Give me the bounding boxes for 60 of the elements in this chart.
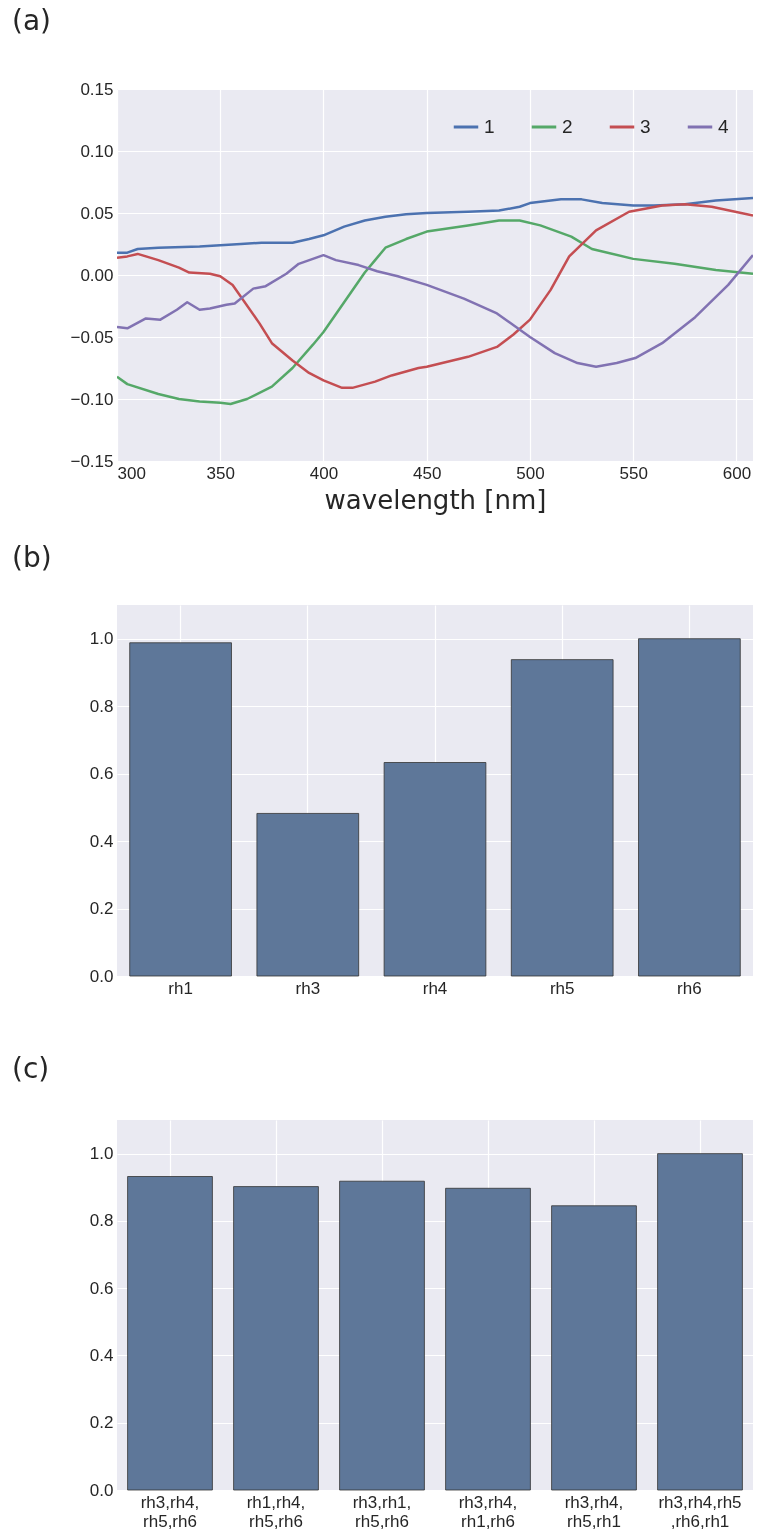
- x-tick-label: 350: [206, 463, 235, 483]
- bar: [657, 1153, 743, 1491]
- chart-title: (b): [12, 541, 52, 575]
- x-tick-label: 450: [413, 463, 442, 483]
- y-tick-label: 0.2: [89, 1413, 114, 1433]
- x-tick-label: rh3: [295, 978, 321, 998]
- legend-label: 3: [640, 116, 651, 137]
- bar: [233, 1186, 319, 1491]
- line-series: [117, 253, 753, 369]
- x-tick-label: 600: [722, 463, 752, 483]
- line-series: [117, 203, 753, 390]
- x-tick-label: rh4: [422, 978, 448, 998]
- x-tick-label: rh5: [549, 978, 575, 998]
- y-tick-label: 0.8: [89, 1211, 114, 1231]
- x-tick-label: rh3,rh4, rh5,rh1: [564, 1492, 624, 1531]
- y-tick-label: −0.10: [70, 389, 114, 409]
- x-tick-label: 550: [619, 463, 648, 483]
- bar: [551, 1205, 637, 1491]
- bar: [510, 659, 614, 977]
- y-tick-label: 0.05: [80, 203, 114, 223]
- y-tick-label: 1.0: [89, 1144, 114, 1164]
- y-tick-label: 1.0: [89, 629, 114, 649]
- x-tick-label: rh3,rh4, rh5,rh6: [140, 1492, 200, 1531]
- y-tick-label: 0.15: [80, 79, 114, 99]
- y-tick-label: 0.6: [89, 1278, 114, 1298]
- bar: [638, 638, 741, 977]
- y-tick-label: 0.0: [89, 966, 114, 986]
- bar: [256, 813, 360, 977]
- x-tick-label: rh1,rh4, rh5,rh6: [246, 1492, 306, 1531]
- bar: [383, 762, 487, 977]
- y-tick-label: 0.4: [89, 831, 114, 851]
- x-tick-label: rh3,rh4, rh1,rh6: [458, 1492, 518, 1531]
- legend-label: 2: [562, 116, 573, 137]
- y-tick-label: 0.6: [89, 764, 114, 784]
- chart-title: (a): [12, 4, 52, 38]
- legend-label: 1: [484, 116, 495, 137]
- bar: [339, 1180, 425, 1491]
- x-axis-title: wavelength [nm]: [324, 484, 547, 515]
- y-tick-label: 0.00: [80, 265, 114, 285]
- x-tick-label: rh3,rh4,rh5 ,rh6,rh1: [658, 1492, 742, 1531]
- y-tick-label: −0.05: [70, 327, 114, 347]
- chart-title: (c): [12, 1052, 50, 1086]
- y-tick-label: 0.10: [80, 141, 114, 161]
- y-tick-label: −0.15: [70, 451, 114, 471]
- x-tick-label: rh6: [677, 978, 702, 998]
- y-tick-label: 0.4: [89, 1345, 114, 1365]
- x-tick-label: 400: [309, 463, 339, 483]
- bar: [127, 1176, 213, 1491]
- y-tick-label: 0.8: [89, 696, 114, 716]
- legend-label: 4: [718, 116, 729, 137]
- bar: [129, 642, 232, 977]
- line-series: [117, 196, 753, 254]
- x-tick-label: rh1: [168, 978, 193, 998]
- line-series: [117, 219, 753, 406]
- bar: [445, 1187, 531, 1491]
- x-tick-label: 300: [117, 463, 146, 483]
- x-tick-label: 500: [516, 463, 545, 483]
- y-tick-label: 0.0: [89, 1480, 114, 1500]
- x-tick-label: rh3,rh1, rh5,rh6: [352, 1492, 412, 1531]
- y-tick-label: 0.2: [89, 899, 114, 919]
